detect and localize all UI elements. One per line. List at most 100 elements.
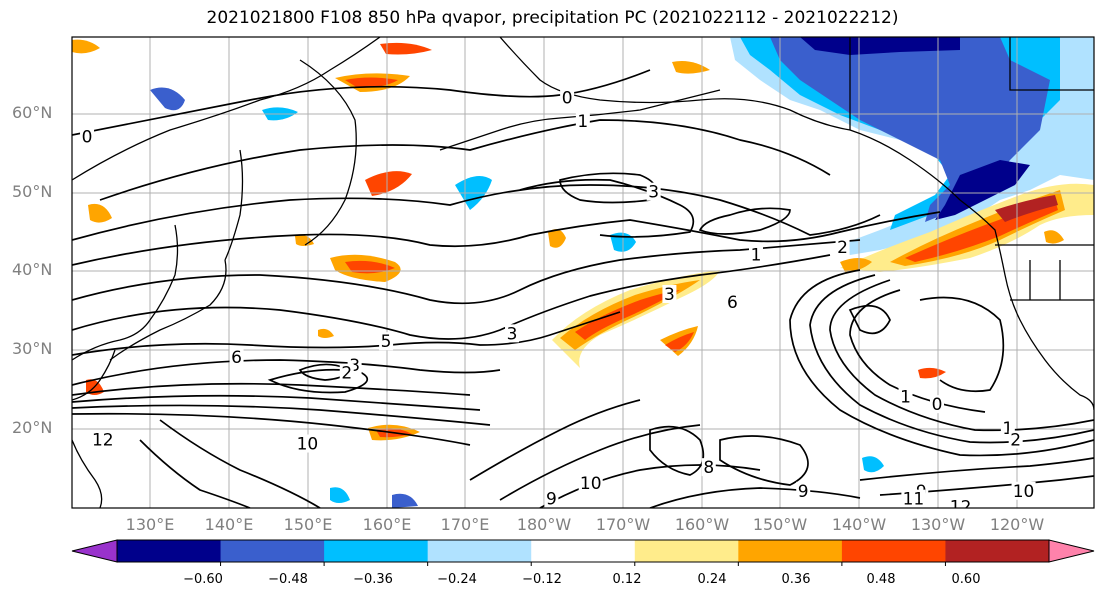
colorbar-cell: [220, 540, 325, 562]
contour-label-bg: [80, 127, 95, 146]
contour-line: [789, 269, 1094, 457]
contour-line: [698, 207, 791, 235]
colorbar-tick-label: −0.48: [268, 572, 308, 587]
contour-label: 6: [231, 348, 242, 368]
pos-anomaly-region: [995, 195, 1058, 222]
contour-label-bg: [575, 111, 590, 130]
contour-line: [72, 412, 471, 446]
contour-label: 6: [727, 293, 738, 313]
contour-label: 2: [341, 364, 352, 384]
contour-label: 8: [806, 505, 817, 525]
contour-label-bg: [701, 458, 716, 477]
state-borders: [1010, 260, 1094, 301]
contour-label: 10: [1013, 482, 1035, 502]
contour-line: [859, 457, 1094, 481]
contour-line: [72, 359, 501, 386]
lat-label: 60°N: [12, 103, 53, 122]
contour-line: [267, 368, 369, 394]
contour-label: 2: [1010, 431, 1021, 451]
contour-label-bg: [930, 395, 944, 414]
contour-label: 10: [297, 435, 319, 455]
colorbar-tick-label: 0.24: [697, 572, 727, 587]
contour-line: [72, 404, 491, 426]
contour-label-bg: [662, 285, 677, 304]
lon-label: 140°E: [204, 515, 254, 534]
negative-precip-patches: [150, 37, 1094, 508]
contour-label: 1: [577, 112, 588, 132]
contour-line: [719, 435, 809, 486]
lon-label: 160°W: [674, 515, 730, 534]
colorbar-ticks: [220, 562, 946, 566]
neg-anomaly-region: [800, 37, 960, 55]
japan-coastline: [109, 259, 227, 361]
contour-label: 2: [837, 238, 848, 258]
pos-anomaly-region: [345, 77, 398, 88]
contour-labels: 0103123635632121091098810129111012: [80, 88, 1036, 525]
neg-anomaly-region: [392, 493, 418, 508]
lon-label: 170°W: [595, 515, 651, 534]
contour-label-bg: [1011, 481, 1036, 500]
pos-anomaly-region: [88, 203, 112, 223]
pos-anomaly-region: [918, 367, 946, 379]
contour-label: 3: [349, 356, 360, 376]
colorbar-cell: [117, 540, 222, 562]
contour-line: [139, 439, 251, 508]
colorbar-outline: [116, 539, 1050, 563]
contour-line: [72, 239, 861, 305]
contour-label: 0: [932, 395, 943, 415]
contour-label-bg: [229, 347, 244, 366]
contour-line: [72, 394, 481, 411]
contour-line: [159, 419, 321, 508]
contour-label: 12: [92, 431, 114, 451]
contour-label: 1: [751, 246, 762, 266]
lon-label: 180°W: [516, 515, 572, 534]
map-plot: 0103123635632121091098810129111012: [72, 37, 1094, 525]
pos-anomaly-region: [365, 171, 412, 196]
contour-line: [519, 178, 695, 238]
contour-label-bg: [560, 88, 575, 107]
contour-label-bg: [901, 489, 926, 508]
contour-line: [829, 279, 1094, 432]
korea-coastline: [72, 224, 179, 361]
contour-label: 0: [82, 128, 93, 148]
contour-label-bg: [898, 387, 913, 406]
contour-label-bg: [948, 497, 973, 508]
contour-line: [72, 382, 471, 396]
contour-line: [848, 304, 891, 335]
contour-label-bg: [796, 481, 811, 500]
canada-border: [1009, 37, 1094, 91]
lat-label: 40°N: [12, 260, 53, 279]
contour-label-bg: [90, 430, 115, 449]
plot-frame: [71, 36, 1095, 509]
colorbar-cells: [117, 540, 1050, 562]
lon-label: 130°W: [910, 515, 966, 534]
pos-anomaly-region: [840, 258, 872, 272]
pos-anomaly-region: [548, 229, 566, 248]
contour-line: [72, 254, 831, 340]
colorbar-left-extension: [71, 539, 118, 563]
asia-coastline: [72, 37, 381, 181]
contour-label-bg: [339, 363, 354, 382]
contour-label-bg: [295, 434, 320, 453]
contour-label: 3: [664, 285, 675, 305]
contour-line: [499, 424, 701, 501]
contour-label-bg: [505, 324, 520, 343]
contour-line: [919, 296, 1005, 393]
contour-label: 10: [580, 474, 602, 494]
map-title: 2021021800 F108 850 hPa qvapor, precipit…: [206, 8, 899, 28]
sakhalin-coastline: [224, 149, 244, 261]
colorbar-tick-label: −0.60: [183, 572, 223, 587]
contour-label: 9: [798, 482, 809, 502]
contour-label: 0: [562, 88, 573, 108]
contour-label-bg: [379, 332, 394, 351]
neg-anomaly-region: [330, 487, 350, 503]
contour-label: 1: [1002, 419, 1013, 439]
contour-label-bg: [804, 505, 819, 508]
colorbar-right-extension: [1048, 539, 1095, 563]
contour-label-bg: [646, 182, 661, 201]
lon-label: 120°W: [989, 515, 1045, 534]
contour-label: 8: [703, 458, 714, 478]
neg-anomaly-region: [862, 456, 884, 473]
pos-anomaly-region: [345, 260, 395, 274]
